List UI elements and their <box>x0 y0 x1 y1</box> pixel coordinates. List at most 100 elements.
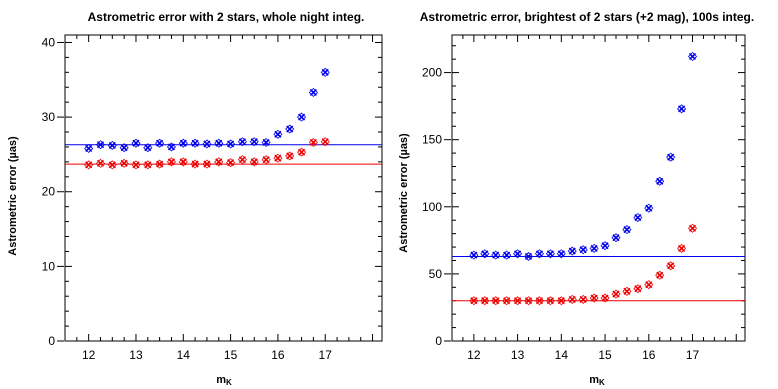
right-series-1-point <box>633 284 643 294</box>
left-series-1-marker-diamond <box>155 159 165 169</box>
right-y-tick-label: 150 <box>422 133 442 147</box>
left-series-1-point <box>166 157 177 167</box>
right-series-0-point <box>666 152 676 162</box>
right-x-tick-label: 17 <box>686 348 700 362</box>
left-series-0-marker-diamond <box>155 138 165 148</box>
left-series-1-point <box>297 147 307 157</box>
right-series-1-point <box>556 296 566 306</box>
left-series-1-marker-diamond <box>297 147 307 157</box>
left-y-tick-label: 40 <box>42 35 56 49</box>
right-series-1-marker-diamond <box>534 296 545 306</box>
left-series-1-marker-diamond <box>285 151 295 161</box>
left-series-0-marker-diamond <box>273 129 283 139</box>
left-series-0-point <box>320 67 330 77</box>
left-series-1-marker-diamond <box>237 155 247 165</box>
left-plot-frame <box>64 34 383 342</box>
left-x-tick-label: 14 <box>177 348 191 362</box>
right-series-1-point <box>600 293 610 303</box>
left-series-1-point <box>119 158 129 168</box>
left-series-0-marker-diamond <box>214 138 224 148</box>
left-series-1-marker-diamond <box>308 137 318 148</box>
right-series-0-marker-diamond <box>578 245 588 255</box>
left-series-1-point <box>178 157 188 167</box>
left-series-1-point <box>285 151 295 161</box>
left-series-0-point <box>190 138 200 148</box>
left-series-1-point <box>202 159 212 169</box>
left-series-1-marker-diamond <box>178 157 188 167</box>
left-series-0-marker-diamond <box>84 143 94 154</box>
left-series-0-point <box>285 124 295 134</box>
right-series-0-marker-diamond <box>469 250 479 260</box>
right-series-0-point <box>480 249 490 259</box>
right-series-0-point <box>633 212 643 223</box>
left-series-0-marker-diamond <box>131 138 141 148</box>
right-series-0-marker-diamond <box>491 250 501 260</box>
right-series-1-point <box>502 296 512 306</box>
right-series-0-marker-diamond <box>611 233 621 243</box>
left-series-1-point <box>143 160 153 170</box>
left-series-1-point <box>226 158 236 168</box>
right-series-0-point <box>469 250 479 260</box>
left-series-0-marker-diamond <box>95 140 106 150</box>
left-series-1-marker-diamond <box>214 157 224 167</box>
right-y-tick-label: 50 <box>429 267 443 281</box>
right-series-0-marker-diamond <box>502 250 512 260</box>
left-series-0-point <box>308 87 318 98</box>
right-y-axis-label: Astrometric error (µas) <box>398 133 410 253</box>
right-series-1-point <box>655 270 665 280</box>
right-series-0-point <box>556 249 566 259</box>
right-series-1-point <box>666 261 676 271</box>
left-series-0-marker-diamond <box>119 143 129 153</box>
left-y-axis-label: Astrometric error (µas) <box>7 136 19 256</box>
right-series-0-point <box>534 249 545 259</box>
right-x-axis-label-main: m <box>589 374 599 386</box>
right-series-0-marker-diamond <box>523 251 534 262</box>
left-y-tick-label: 0 <box>48 334 55 348</box>
left-x-tick-label: 17 <box>319 348 333 362</box>
right-series-1-point <box>687 223 698 233</box>
right-series-0-marker-diamond <box>600 241 610 251</box>
left-series-0-marker-diamond <box>308 87 318 98</box>
right-series-1-marker-diamond <box>513 296 523 306</box>
left-series-0-marker-diamond <box>190 138 200 148</box>
right-series-1-marker-diamond <box>545 296 555 306</box>
right-series-1-marker-diamond <box>469 296 479 306</box>
right-x-tick-label: 16 <box>642 348 656 362</box>
right-series-0-marker-diamond <box>545 249 555 259</box>
right-series-1-point <box>513 296 523 306</box>
left-series-0-point <box>143 143 153 153</box>
left-series-0-point <box>237 137 247 147</box>
right-series-0-marker-diamond <box>666 152 676 162</box>
right-series-0-point <box>600 241 610 251</box>
right-series-0-point <box>677 104 687 114</box>
left-x-tick-label: 15 <box>224 348 238 362</box>
right-series-0-marker-diamond <box>644 203 654 213</box>
right-series-0-point <box>589 243 599 253</box>
right-series-1-point <box>578 294 588 304</box>
right-series-1-point <box>491 296 501 306</box>
right-series-0-marker-diamond <box>567 246 577 256</box>
right-x-tick-label: 12 <box>467 348 481 362</box>
right-series-0-point <box>644 203 654 213</box>
right-series-0-marker-diamond <box>687 51 698 62</box>
left-series-1-point <box>190 159 200 169</box>
right-x-axis-label: mK <box>589 374 605 387</box>
right-series-1-marker-diamond <box>491 296 501 306</box>
left-series-0-marker-diamond <box>261 137 271 148</box>
left-series-1-marker-diamond <box>107 160 117 170</box>
left-series-1-marker-diamond <box>226 158 236 168</box>
right-series-1-marker-diamond <box>644 280 654 290</box>
left-series-0-marker-diamond <box>249 137 259 147</box>
left-series-1-point <box>320 137 330 147</box>
left-series-0-marker-diamond <box>143 143 153 153</box>
right-x-tick-label: 13 <box>511 348 525 362</box>
left-series-0-marker-diamond <box>202 139 212 149</box>
left-series-0-point <box>84 143 94 154</box>
right-series-0-point <box>687 51 698 62</box>
left-series-0-marker-diamond <box>320 67 330 77</box>
left-series-1-point <box>95 158 106 168</box>
left-series-0-point <box>214 138 224 148</box>
right-series-1-point <box>622 286 632 296</box>
right-series-0-marker-diamond <box>556 249 566 259</box>
left-series-0-point <box>273 129 283 139</box>
